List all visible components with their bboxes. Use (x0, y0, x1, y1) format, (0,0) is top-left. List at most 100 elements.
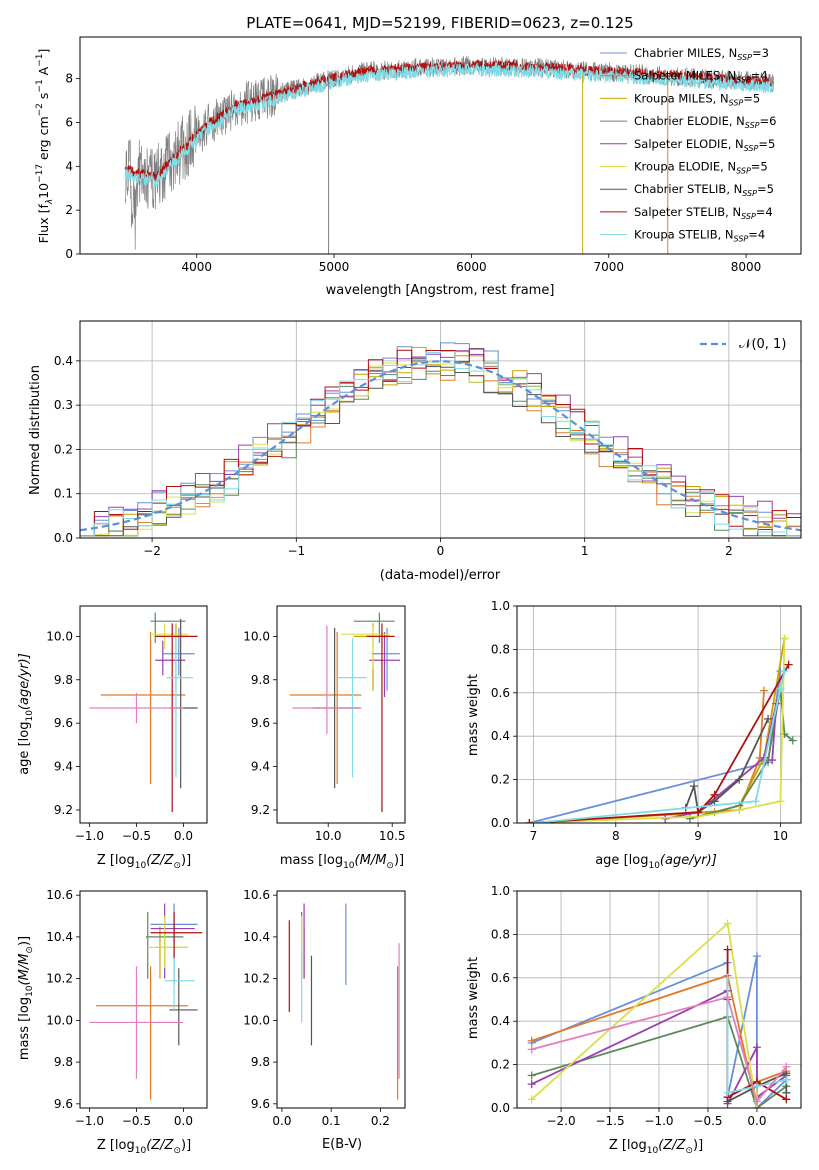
weight-line (531, 974, 787, 1108)
x-tick-label: 10.0 (315, 829, 342, 843)
x-tick-label: −2.0 (546, 1114, 575, 1128)
spectrum-panel: 4000 5000 6000 7000 8000 0 2 4 6 8 Chabrier MILES,… (65, 36, 802, 274)
y-tick-label: 0.6 (491, 686, 510, 700)
axes-frame (79, 320, 802, 539)
weight-marker (764, 714, 773, 723)
x-tick-label: 0.1 (322, 1114, 341, 1128)
weight-line (531, 921, 758, 1108)
y-tick-label: 10.2 (46, 972, 73, 986)
weight-marker (527, 1095, 536, 1104)
weight-marker (710, 790, 719, 799)
x-tick-label: 1 (581, 544, 589, 558)
weight-marker (759, 686, 768, 695)
observed-spectrum (124, 56, 774, 250)
x-tick-label: 4000 (181, 260, 212, 274)
wZ-ylabel: mass weight (466, 957, 481, 1039)
y-tick-label: 10.0 (243, 629, 270, 643)
x-tick-label: 0.0 (174, 829, 193, 843)
axes-frame (516, 605, 802, 824)
y-tick-label: 0.4 (491, 729, 510, 743)
histogram-salpeter-elodie (80, 350, 801, 537)
legend-entry: Salpeter STELIB, NSSP=4 (634, 205, 773, 221)
model-spectrum-kroupa-stelib (124, 62, 774, 188)
weight-marker (751, 797, 760, 806)
x-tick-label: 8 (612, 829, 620, 843)
y-tick-label: 10.0 (46, 629, 73, 643)
y-tick-label: 0.4 (54, 354, 73, 368)
weight-marker (735, 775, 744, 784)
legend-entry: Chabrier MILES, NSSP=3 (634, 46, 769, 62)
y-tick-label: 9.8 (54, 1055, 73, 1069)
ageZ-xlabel: Z [log10(Z/Z⊙)] (97, 853, 191, 871)
x-tick-label: 8000 (731, 260, 762, 274)
x-tick-label: −0.5 (693, 1114, 722, 1128)
residual-ylabel: Normed distribution (28, 365, 43, 495)
x-tick-label: −2 (143, 544, 161, 558)
histogram-chabrier-elodie (80, 362, 801, 537)
weight-marker (689, 782, 698, 791)
y-tick-label: 0.2 (491, 773, 510, 787)
weight-marker (788, 736, 797, 745)
plot-area (527, 919, 791, 1108)
legend-entry: 𝒩(0, 1) (739, 337, 786, 352)
y-tick-label: 10.0 (46, 1013, 73, 1027)
weight-marker (776, 797, 785, 806)
weight-marker (782, 1062, 791, 1071)
x-tick-label: 10.5 (379, 829, 406, 843)
x-tick-label: 10 (773, 829, 788, 843)
weight-marker (529, 819, 538, 823)
x-tick-label: 9 (694, 829, 702, 843)
weight-marker (723, 1088, 732, 1097)
axes-frame (79, 36, 802, 255)
spectrum-xlabel: wavelength [Angstrom, rest frame] (326, 283, 555, 298)
x-tick-label: 7 (530, 829, 538, 843)
massZ-xlabel: Z [log10(Z/Z⊙)] (97, 1138, 191, 1156)
y-tick-label: 0.0 (491, 816, 510, 830)
x-tick-label: 2 (725, 544, 733, 558)
weight-line (533, 670, 786, 823)
axes-frame (516, 890, 802, 1109)
x-tick-label: 5000 (319, 260, 350, 274)
y-tick-label: 9.2 (251, 803, 270, 817)
weight-marker (527, 1045, 536, 1054)
x-tick-label: −0.5 (122, 829, 151, 843)
axes-frame (276, 605, 406, 824)
mass-vs-ebv-panel: 0.0 0.1 0.2 9.6 9.8 10.0 10.2 10.4 10.6 (243, 888, 406, 1128)
mass-vs-metallicity-panel: −1.0 −0.5 0.0 9.6 9.8 10.0 10.2 10.4 10.6 (46, 888, 208, 1128)
x-tick-label: −1.0 (75, 1114, 104, 1128)
model-spectrum-salpeter-stelib (124, 59, 774, 182)
x-tick-label: −1.0 (75, 829, 104, 843)
x-tick-label: −1.0 (644, 1114, 673, 1128)
plot-area (124, 56, 774, 254)
weight-marker (723, 919, 732, 928)
x-tick-label: 6000 (456, 260, 487, 274)
massZ-ylabel: mass [log10(M/M⊙)] (17, 936, 35, 1060)
x-tick-label: −0.5 (122, 1114, 151, 1128)
y-tick-label: 10.0 (243, 1013, 270, 1027)
y-tick-label: 0.8 (491, 642, 510, 656)
x-tick-label: −1.5 (595, 1114, 624, 1128)
axes-frame (79, 890, 208, 1109)
legend-entry: Salpeter ELODIE, NSSP=5 (634, 137, 775, 153)
x-tick-label: 0 (437, 544, 445, 558)
age-vs-mass-panel: 10.0 10.5 9.2 9.4 9.6 9.8 10.0 (243, 605, 406, 843)
y-tick-label: 10.6 (46, 888, 73, 902)
weight-vs-metallicity-panel: −2.0 −1.5 −1.0 −0.5 0.0 0.0 0.2 0.4 0.6 0.8 1.0 (491, 884, 802, 1128)
y-tick-label: 9.6 (251, 716, 270, 730)
y-tick-label: 0.2 (491, 1058, 510, 1072)
weight-marker (776, 684, 785, 693)
figure-title: PLATE=0641, MJD=52199, FIBERID=0623, z=0… (246, 14, 633, 32)
weight-marker (752, 1097, 761, 1106)
y-tick-label: 9.6 (54, 1097, 73, 1111)
y-tick-label: 0.4 (491, 1014, 510, 1028)
weight-marker (782, 1075, 791, 1084)
weight-marker (694, 808, 703, 817)
axes-frame (276, 890, 406, 1109)
legend-entry: Kroupa STELIB, NSSP=4 (634, 228, 765, 244)
y-tick-label: 9.4 (251, 760, 270, 774)
wAge-ylabel: mass weight (466, 674, 481, 756)
weight-marker (752, 1082, 761, 1091)
y-tick-label: 0.8 (491, 927, 510, 941)
y-tick-label: 10.2 (243, 972, 270, 986)
